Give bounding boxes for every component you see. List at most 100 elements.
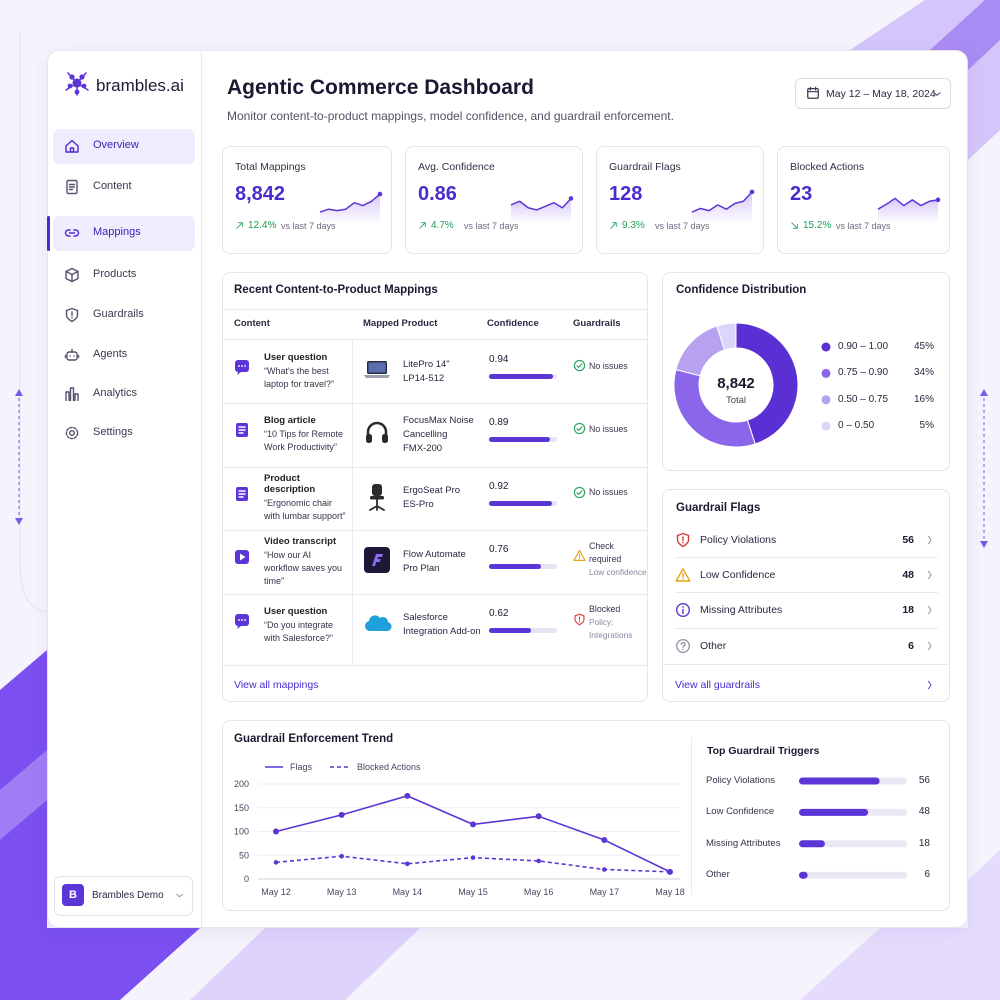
- nav-icon-part: [68, 429, 75, 436]
- legend-label: 0 – 0.50: [838, 420, 875, 432]
- kpi-value: 0.86: [418, 183, 457, 205]
- date-range-picker[interactable]: [795, 78, 951, 109]
- kpi-change: 12.4%: [248, 220, 277, 231]
- status-icon: [573, 423, 586, 435]
- kpi-compare: vs last 7 days: [836, 221, 891, 231]
- nav-icon-part: [64, 229, 80, 237]
- nav-icon: [65, 426, 79, 440]
- status-text: Check required: [589, 540, 622, 564]
- status-note: Low confidence: [589, 566, 647, 577]
- product-name: FocusMax Noise Cancelling: [403, 414, 474, 440]
- nav-icon-part: [64, 348, 80, 359]
- legend-label: 0.90 – 1.00: [838, 341, 889, 352]
- product-image-part: [369, 498, 385, 511]
- confidence-bar: [489, 627, 532, 633]
- calendar-icon-part: [807, 88, 819, 99]
- status-cell: Blocked Policy: Integrations: [589, 594, 647, 652]
- page-title: Agentic Commerce Dashboard: [227, 76, 534, 99]
- flag-label: Policy Violations: [700, 534, 777, 546]
- nav-active-bar: [47, 216, 50, 251]
- decor-arrow-head: [980, 541, 988, 548]
- row-rule: [663, 664, 949, 665]
- status-text: No issues: [589, 423, 628, 434]
- legend-value: 34%: [913, 367, 934, 379]
- account-switcher[interactable]: [54, 876, 193, 916]
- kpi-trend-arrow-part: [236, 222, 243, 229]
- kpi-trend-arrow: [419, 222, 426, 229]
- decor-triangle: [190, 928, 420, 1000]
- kpi-value: 8,842: [235, 183, 286, 205]
- card-title: Recent Content-to-Product Mappings: [234, 284, 438, 296]
- status-icon-part: [576, 363, 583, 368]
- flag-icon: [676, 532, 690, 548]
- row-rule: [223, 466, 647, 468]
- column-divider: [352, 340, 353, 665]
- nav-item[interactable]: [53, 129, 195, 164]
- brand-logo: [65, 72, 89, 96]
- content-type-icon: [236, 423, 248, 438]
- product-name: Flow Automate Pro Plan: [403, 548, 466, 574]
- content-cell: User question “What's the best laptop for…: [264, 340, 348, 403]
- date-range: May 12 – May 18, 2024: [826, 88, 936, 100]
- kpi-label: Blocked Actions: [790, 161, 865, 173]
- status-icon-part: [576, 490, 583, 495]
- decor-triangle: [0, 750, 47, 840]
- confidence-bar: [489, 437, 550, 443]
- nav-item[interactable]: [53, 216, 195, 251]
- status-icon: [573, 486, 586, 498]
- content-cell: Video transcript “How our AI workflow sav…: [264, 530, 348, 593]
- legend-value: 45%: [913, 341, 934, 352]
- trend-divider: [691, 737, 692, 895]
- link-chevron: [928, 680, 932, 690]
- content-text: “Do you integrate with Salesforce?”: [264, 619, 334, 643]
- content-type-icon: [235, 550, 249, 565]
- content-type-icon: [236, 486, 248, 501]
- status-icon-part: [573, 486, 586, 498]
- content-text: “10 Tips for Remote Work Productivity”: [264, 429, 344, 453]
- kpi-label: Avg. Confidence: [418, 161, 495, 173]
- bar-value: 48: [918, 806, 930, 818]
- flag-chevron: [928, 641, 932, 651]
- view-all-mappings[interactable]: View all mappings: [234, 679, 319, 691]
- content-type: Blog article: [264, 415, 316, 427]
- flag-icon-part: [676, 532, 690, 548]
- status-icon: [573, 550, 586, 562]
- content-cell: User question “Do you integrate with Sale…: [264, 594, 348, 657]
- confidence-bar: [489, 374, 553, 379]
- nav-label: Settings: [93, 426, 133, 438]
- decor-outline: [19, 30, 48, 613]
- flag-label: Missing Attributes: [700, 604, 783, 616]
- product-image-part: [368, 362, 386, 373]
- account-avatar: B: [62, 884, 84, 906]
- decor-arrow-head: [15, 389, 23, 396]
- view-all-guardrails[interactable]: View all guardrails: [675, 679, 761, 691]
- account-chevron-part: [176, 893, 183, 898]
- status-icon-part: [574, 613, 585, 625]
- bar-value: 18: [918, 837, 930, 849]
- nav-icon-part: [65, 307, 79, 323]
- legend-label: 0.50 – 0.75: [838, 393, 889, 405]
- flag-icon-part: [675, 638, 691, 654]
- product-image: [364, 614, 392, 631]
- product-image-part: [364, 375, 390, 378]
- legend-value: 5%: [919, 420, 934, 432]
- flag-icon-part: [675, 602, 691, 618]
- row-rule: [223, 530, 647, 532]
- date-chevron: [933, 92, 941, 96]
- calendar-icon-part: [807, 86, 819, 93]
- content-type-icon: [235, 613, 249, 629]
- account-chevron: [176, 893, 183, 898]
- product-image-part: [366, 422, 388, 438]
- flag-chevron: [928, 570, 932, 580]
- nav-icon-part: [68, 183, 76, 191]
- card-title: Top Guardrail Triggers: [707, 745, 820, 757]
- sidebar-divider: [201, 51, 202, 927]
- nav-icon-part: [65, 387, 79, 402]
- content-text: “Ergonomic chair with lumbar support”: [264, 498, 346, 522]
- product-image: [366, 422, 388, 444]
- decor-triangle: [800, 850, 1000, 1000]
- status-cell: No issues: [589, 403, 647, 455]
- flag-icon: [675, 602, 691, 618]
- product-cell: FocusMax Noise Cancelling FMX-200: [403, 403, 483, 466]
- status-text: No issues: [589, 487, 628, 498]
